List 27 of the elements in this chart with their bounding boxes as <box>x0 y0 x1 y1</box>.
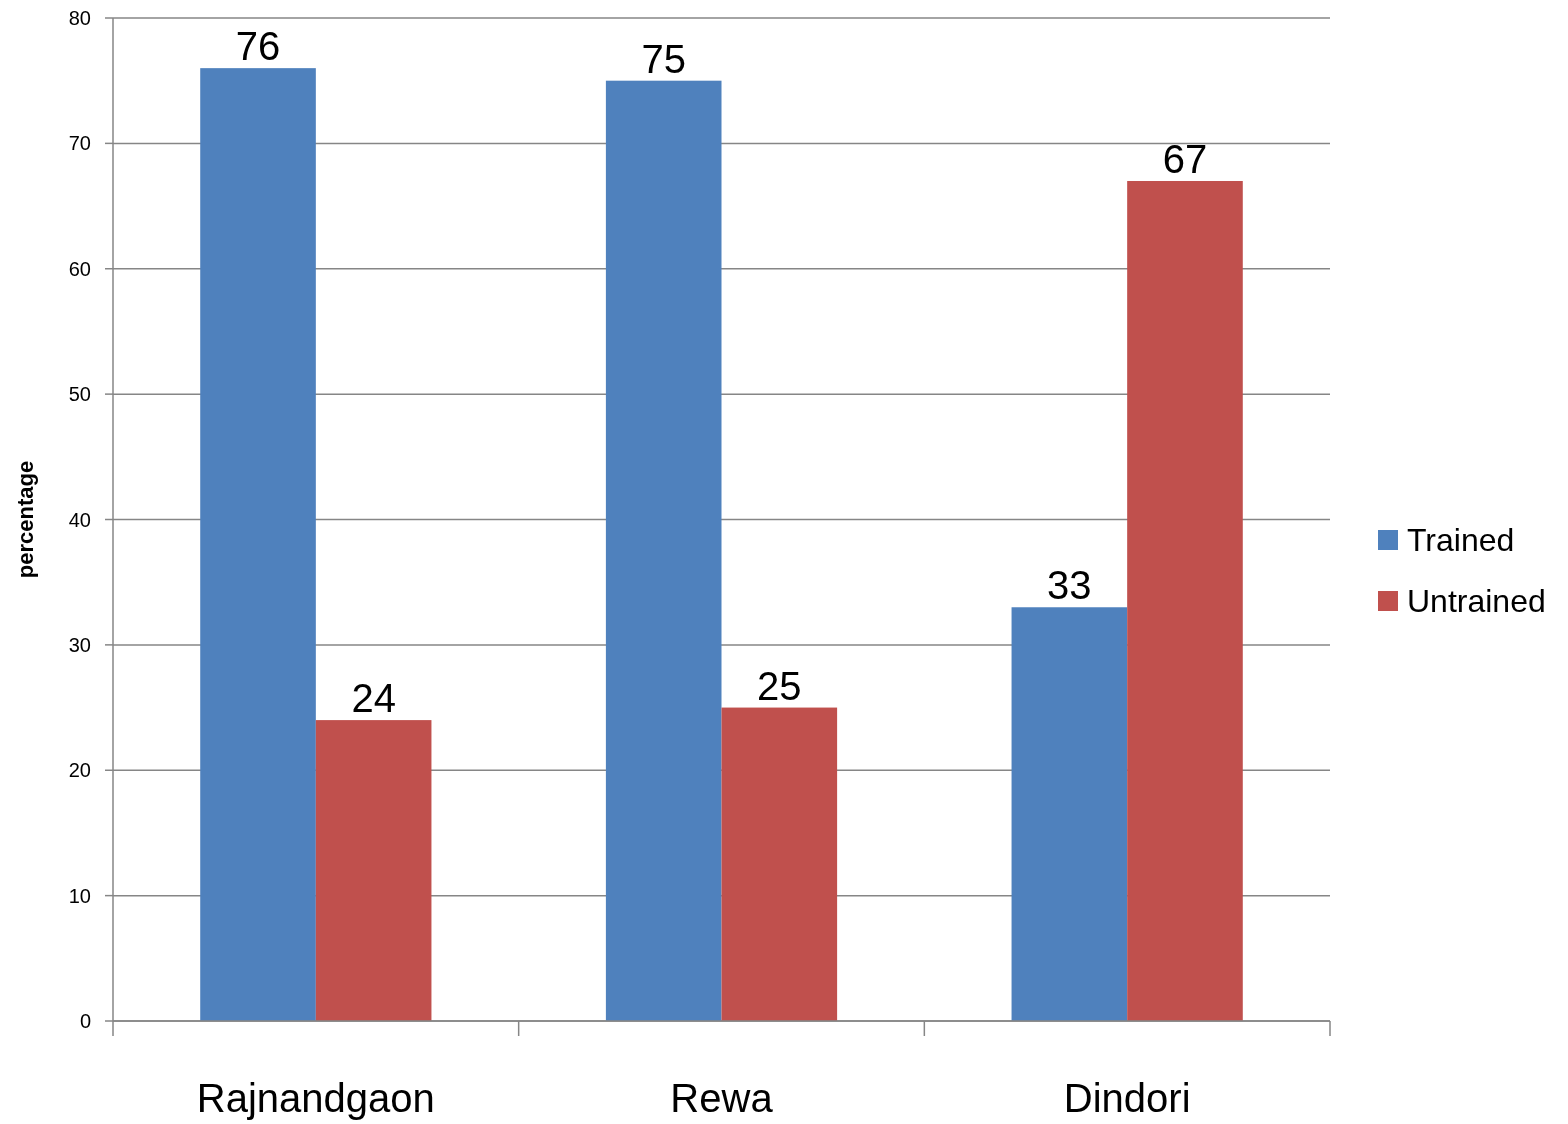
bar <box>315 720 432 1021</box>
data-label: 25 <box>757 663 802 708</box>
y-tick-label: 50 <box>68 383 91 406</box>
x-tick-label: Rewa <box>670 1076 774 1120</box>
y-tick-label: 10 <box>68 884 91 907</box>
x-tick-label: Dindori <box>1063 1076 1191 1120</box>
legend-label: Trained <box>1407 522 1515 559</box>
y-tick-label: 40 <box>68 508 91 531</box>
bar <box>1011 607 1128 1021</box>
y-tick-label: 20 <box>68 759 91 782</box>
bar <box>1127 180 1243 1021</box>
x-tick-label: Rajnandgaon <box>196 1076 435 1120</box>
bar <box>721 707 838 1021</box>
bar <box>605 80 722 1021</box>
legend-label: Untrained <box>1407 583 1546 620</box>
y-tick-label: 70 <box>68 132 91 155</box>
y-tick-label: 80 <box>68 7 91 29</box>
y-tick-label: 60 <box>68 257 91 280</box>
y-axis-title: percentage <box>13 460 38 579</box>
data-label: 76 <box>235 24 281 69</box>
data-label: 67 <box>1162 136 1208 181</box>
data-label: 33 <box>1047 563 1092 608</box>
y-tick-label: 0 <box>79 1010 91 1032</box>
bar <box>200 68 316 1021</box>
data-label: 24 <box>351 676 396 721</box>
data-label: 75 <box>641 36 686 81</box>
y-tick-label: 30 <box>68 633 91 656</box>
